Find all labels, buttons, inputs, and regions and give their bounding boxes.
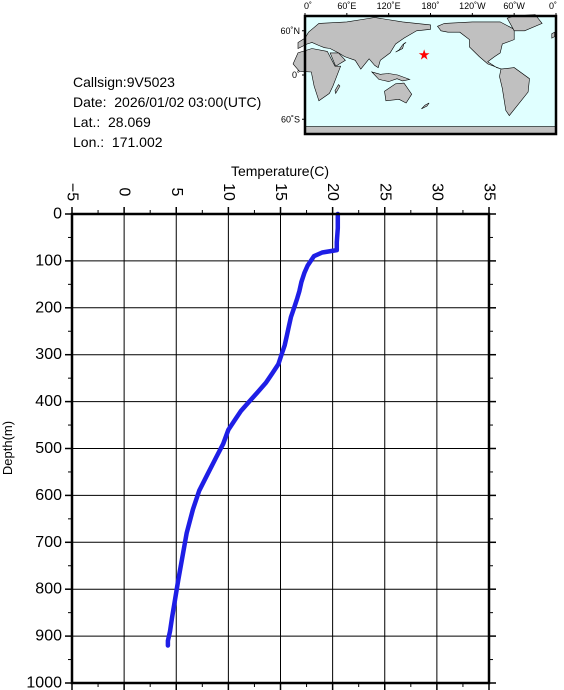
y-tick-label: 400 <box>35 393 62 410</box>
map-longitude-label: 60˚E <box>337 1 356 11</box>
y-tick-label: 1000 <box>26 675 62 690</box>
y-tick-label: 200 <box>35 299 62 316</box>
x-tick-label: 35 <box>481 183 498 201</box>
chart-grid <box>71 213 490 684</box>
land-america-north <box>437 21 515 70</box>
map-longitude-label: 120˚W <box>459 1 486 11</box>
y-tick-label: 600 <box>35 487 62 504</box>
land-madagascar <box>334 84 341 95</box>
y-tick-label: 500 <box>35 440 62 457</box>
land-arabia <box>329 52 346 67</box>
x-tick-label: 15 <box>272 183 289 201</box>
x-axis-title: Temperature(C) <box>231 163 329 179</box>
map-latitude-label: 60˚N <box>280 26 300 36</box>
land-japan <box>395 42 407 53</box>
x-tick-label: 25 <box>376 183 393 201</box>
y-tick-label: 700 <box>35 534 62 551</box>
map-longitude-labels: 0˚ 60˚E 120˚E 180˚ 120˚W 60˚W 0˚ <box>304 1 557 16</box>
map-latitude-label: 0˚ <box>292 70 300 80</box>
world-map: 0˚ 60˚E 120˚E 180˚ 120˚W 60˚W 0˚ 60˚N 0˚ 60˚S ★ <box>280 1 558 136</box>
x-tick-labels: −5 0 5 10 15 20 25 30 35 <box>64 183 498 201</box>
y-axis-title: Depth(m) <box>0 421 15 475</box>
info-lon: Lon.: 171.002 <box>73 134 163 150</box>
map-longitude-label: 180˚ <box>421 1 439 11</box>
x-tick-label: −5 <box>64 183 81 201</box>
position-marker-icon: ★ <box>418 46 431 62</box>
temperature-profile-line <box>165 211 341 648</box>
map-longitude-label: 120˚E <box>377 1 401 11</box>
y-tick-label: 900 <box>35 628 62 645</box>
map-longitude-label: 60˚W <box>503 1 525 11</box>
x-tick-label: 5 <box>168 188 185 197</box>
x-tick-label: 0 <box>116 188 133 197</box>
y-tick-label: 800 <box>35 581 62 598</box>
info-lat: Lat.: 28.069 <box>73 114 151 130</box>
map-latitude-label: 60˚S <box>281 114 300 124</box>
land-america-south <box>499 67 530 117</box>
plot-frame <box>70 212 491 685</box>
x-tick-label: 30 <box>428 183 445 201</box>
land-eurasia <box>297 17 431 70</box>
info-callsign: Callsign:9V5023 <box>73 74 175 90</box>
map-latitude-labels: 60˚N 0˚ 60˚S <box>280 26 305 124</box>
y-tick-label: 300 <box>35 346 62 363</box>
y-tick-label: 0 <box>53 206 62 223</box>
land-uk <box>551 31 555 39</box>
y-tick-labels: 0 100 200 300 400 500 600 700 800 900 1000 <box>26 206 62 690</box>
land-new-zealand <box>421 102 430 110</box>
land-indonesia <box>370 71 411 82</box>
y-tick-label: 100 <box>35 252 62 269</box>
map-longitude-label: 0˚ <box>304 1 312 11</box>
x-tick-label: 20 <box>324 183 341 201</box>
map-land <box>292 14 557 135</box>
land-greenland <box>506 14 543 32</box>
map-longitude-label: 0˚ <box>549 1 557 11</box>
land-australia <box>384 82 413 104</box>
info-date: Date: 2026/01/02 03:00(UTC) <box>73 94 262 110</box>
x-tick-label: 10 <box>220 183 237 201</box>
